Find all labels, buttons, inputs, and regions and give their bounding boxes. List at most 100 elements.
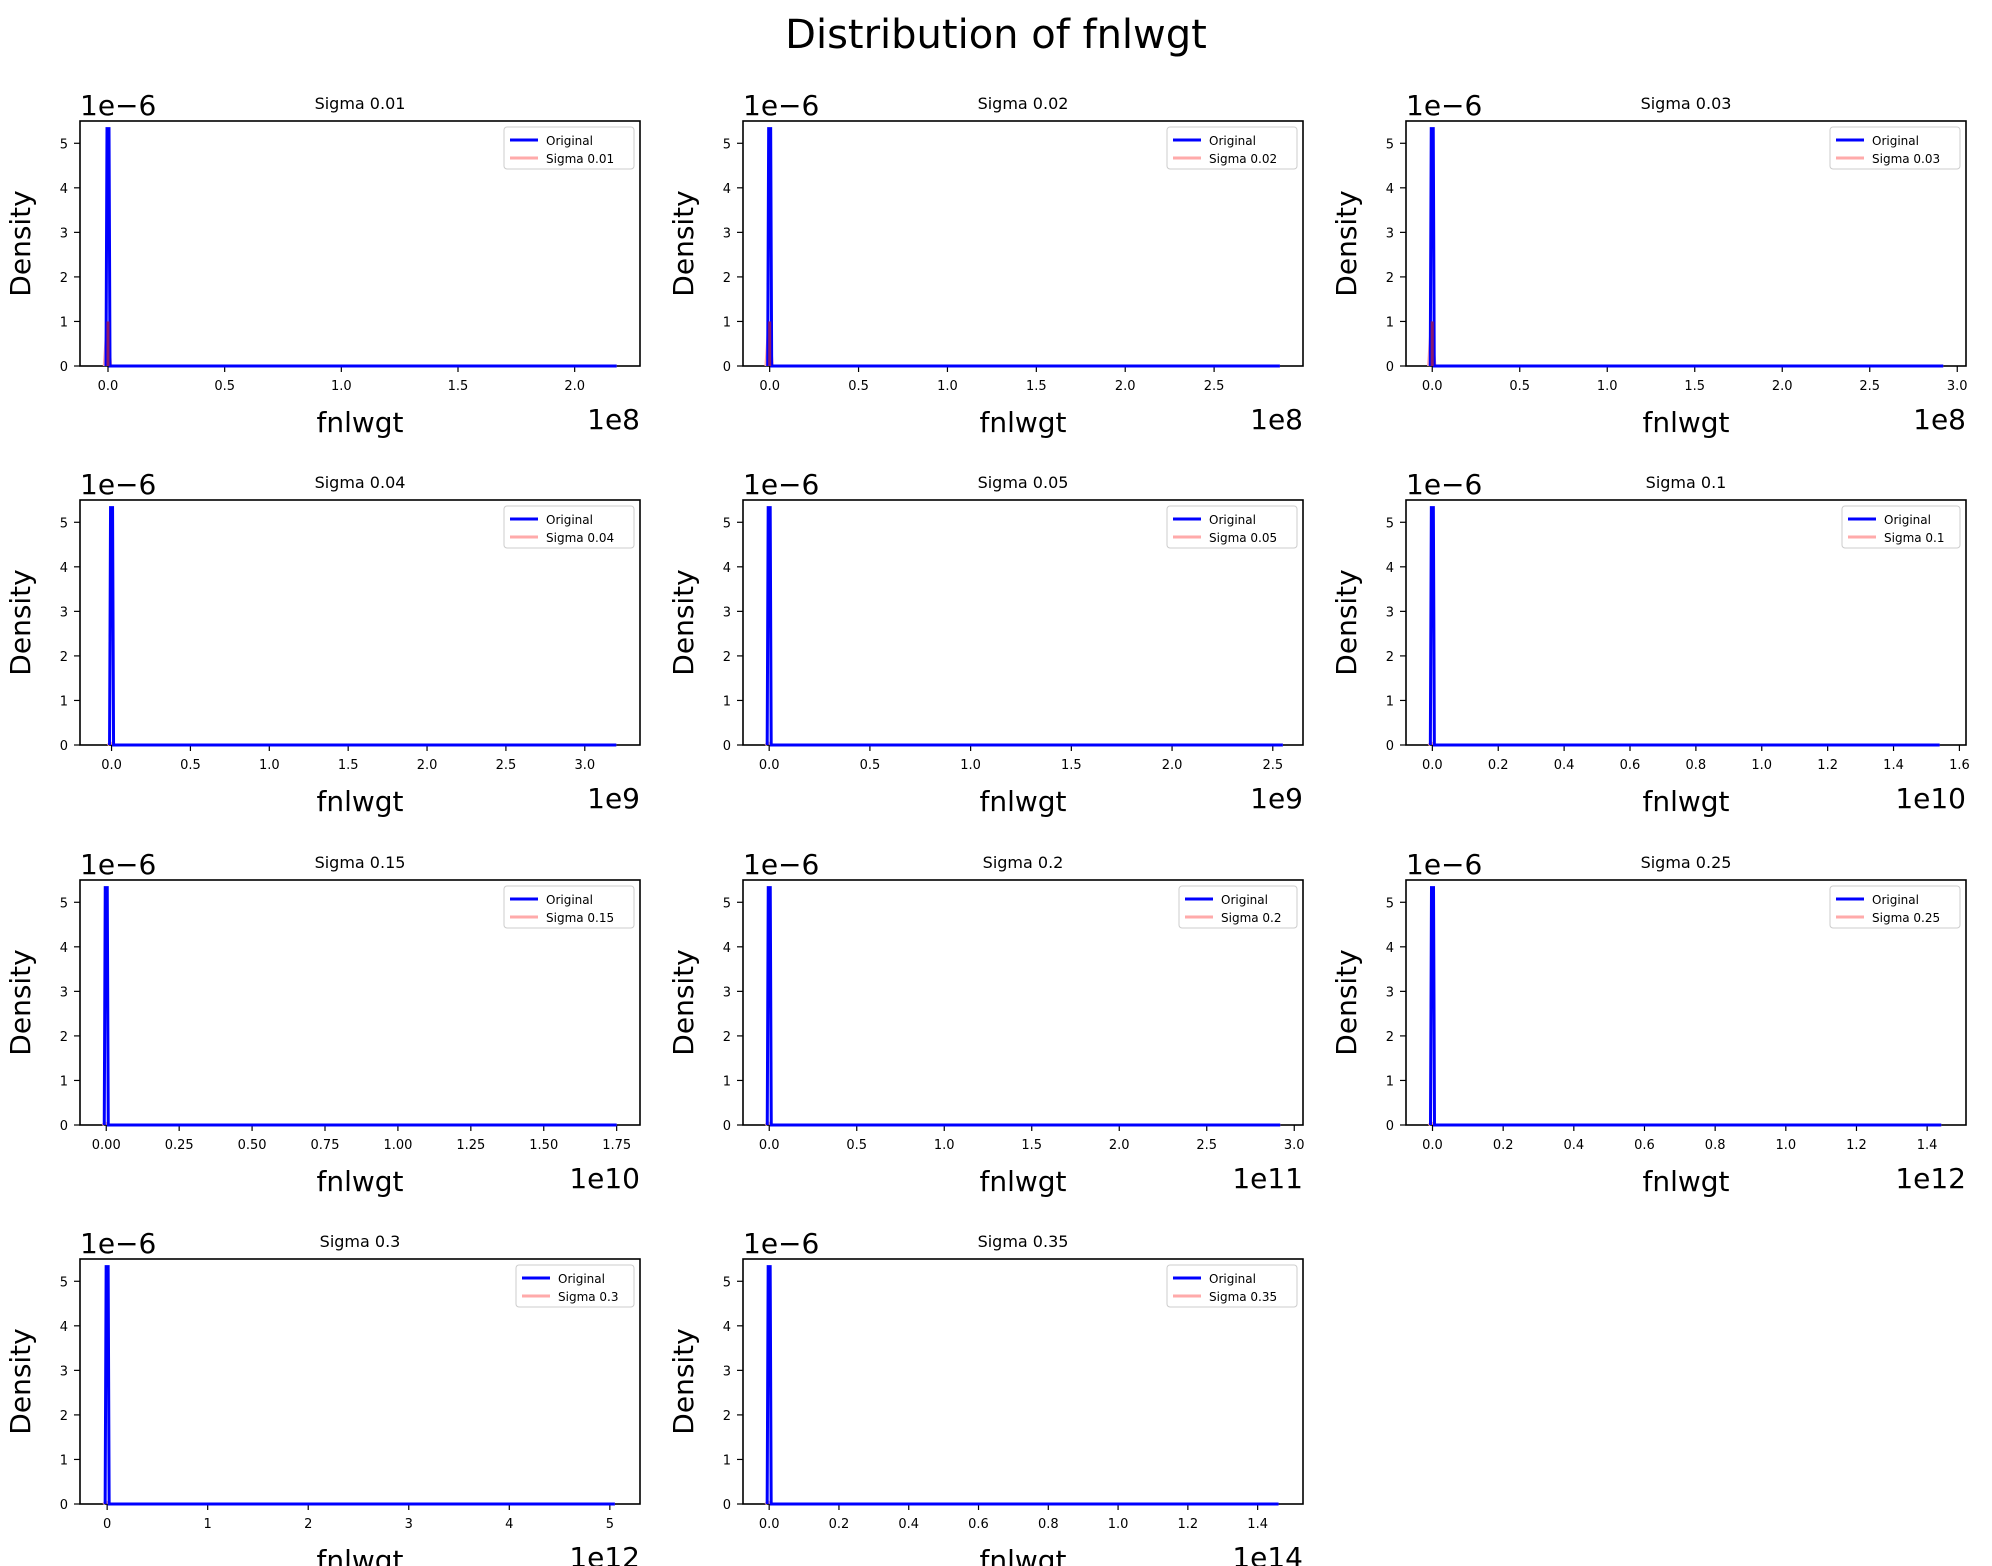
x-tick-label: 1.50 <box>529 1138 558 1153</box>
y-offset-label: 1e−6 <box>743 468 819 501</box>
y-axis-label: Density <box>667 190 700 296</box>
y-tick-label: 5 <box>723 516 731 531</box>
subplot-11: 0 1 2 3 4 5 0.0 0.2 0.4 0.6 0.8 1.0 1.2 1.4 Sigma 0.35… <box>667 1227 1304 1566</box>
series-line-original <box>765 886 1281 1127</box>
y-tick-label: 4 <box>723 941 731 956</box>
x-offset-label: 1e9 <box>587 782 640 815</box>
figure-title: Distribution of fnlwgt <box>785 12 1207 58</box>
y-tick-label: 0 <box>723 1498 731 1513</box>
x-tick-label: 0.25 <box>165 1138 194 1153</box>
y-tick-label: 3 <box>723 226 731 241</box>
x-tick-label: 1.5 <box>1684 379 1705 394</box>
legend-label-sigma: Sigma 0.01 <box>546 152 614 166</box>
x-offset-label: 1e8 <box>1250 403 1303 436</box>
x-tick-label: 0.0 <box>1422 758 1443 773</box>
subplot-1: 0 1 2 3 4 5 0.0 0.5 1.0 1.5 2.0 Sigma 0.01 1e−6 1e8 fn… <box>4 89 641 439</box>
y-tick-label: 1 <box>60 694 68 709</box>
y-tick-label: 1 <box>723 1074 731 1089</box>
y-tick-label: 0 <box>60 1119 68 1134</box>
x-tick-label: 1.4 <box>1247 1517 1268 1532</box>
y-tick-label: 2 <box>60 271 68 286</box>
x-tick-label: 0.0 <box>759 1517 780 1532</box>
y-tick-label: 2 <box>1386 271 1394 286</box>
y-tick-label: 2 <box>723 650 731 665</box>
y-tick-label: 3 <box>723 985 731 1000</box>
subplot-5: 0 1 2 3 4 5 0.0 0.5 1.0 1.5 2.0 2.5 Sigma 0.05 1e−6 1e… <box>667 468 1304 818</box>
x-tick-label: 1.25 <box>456 1138 485 1153</box>
y-tick-label: 5 <box>723 137 731 152</box>
subplot-2: 0 1 2 3 4 5 0.0 0.5 1.0 1.5 2.0 2.5 Sigma 0.02 1e−6 1e… <box>667 89 1304 439</box>
x-tick-label: 2.0 <box>564 379 585 394</box>
series-line-original <box>1428 127 1944 368</box>
y-tick-label: 0 <box>1386 1119 1394 1134</box>
x-tick-label: 2 <box>304 1517 312 1532</box>
x-axis-label: fnlwgt <box>1642 406 1729 439</box>
x-tick-label: 1.2 <box>1178 1517 1199 1532</box>
x-tick-label: 1.2 <box>1817 758 1838 773</box>
series-line-original <box>103 1265 615 1506</box>
x-tick-label: 1.0 <box>331 379 352 394</box>
legend-label-sigma: Sigma 0.04 <box>546 531 614 545</box>
x-tick-label: 0.5 <box>1509 379 1530 394</box>
y-tick-label: 1 <box>1386 315 1394 330</box>
subplot-title: Sigma 0.2 <box>983 853 1064 872</box>
y-tick-label: 0 <box>60 1498 68 1513</box>
subplot-title: Sigma 0.03 <box>1641 94 1732 113</box>
y-tick-label: 3 <box>1386 605 1394 620</box>
y-tick-label: 4 <box>1386 941 1394 956</box>
y-axis-label: Density <box>1330 190 1363 296</box>
series-line-original <box>766 127 1280 368</box>
legend-label-original: Original <box>546 134 593 148</box>
x-axis-label: fnlwgt <box>1642 785 1729 818</box>
y-tick-label: 4 <box>723 1320 731 1335</box>
series-line-sigma <box>102 321 617 368</box>
legend-label-sigma: Sigma 0.1 <box>1884 531 1945 545</box>
x-axis-label: fnlwgt <box>1642 1165 1729 1198</box>
y-axis-label: Density <box>4 190 37 296</box>
x-tick-label: 1.0 <box>1751 758 1772 773</box>
legend-label-original: Original <box>558 1272 605 1286</box>
y-offset-label: 1e−6 <box>80 89 156 122</box>
y-tick-label: 1 <box>1386 694 1394 709</box>
legend-label-sigma: Sigma 0.25 <box>1872 911 1940 925</box>
legend-label-original: Original <box>1209 513 1256 527</box>
x-tick-label: 0.8 <box>1705 1138 1726 1153</box>
x-offset-label: 1e11 <box>1232 1162 1303 1195</box>
subplot-title: Sigma 0.35 <box>978 1232 1069 1251</box>
y-tick-label: 5 <box>1386 137 1394 152</box>
y-tick-label: 1 <box>723 315 731 330</box>
x-axis-label: fnlwgt <box>316 1165 403 1198</box>
x-tick-label: 0.0 <box>1422 379 1443 394</box>
x-tick-label: 2.0 <box>1772 379 1793 394</box>
y-axis-label: Density <box>667 569 700 675</box>
legend-label-original: Original <box>1884 513 1931 527</box>
y-offset-label: 1e−6 <box>1406 468 1482 501</box>
x-offset-label: 1e14 <box>1232 1541 1303 1566</box>
x-tick-label: 1.75 <box>602 1138 631 1153</box>
legend-label-sigma: Sigma 0.05 <box>1209 531 1277 545</box>
x-tick-label: 1.0 <box>1597 379 1618 394</box>
y-tick-label: 1 <box>1386 1074 1394 1089</box>
y-tick-label: 3 <box>60 1364 68 1379</box>
y-tick-label: 4 <box>60 1320 68 1335</box>
y-tick-label: 4 <box>60 561 68 576</box>
subplot-title: Sigma 0.01 <box>315 94 406 113</box>
y-tick-label: 5 <box>1386 516 1394 531</box>
x-tick-label: 0.6 <box>968 1517 989 1532</box>
x-tick-label: 2.0 <box>1162 758 1183 773</box>
series-line-original <box>765 506 1283 747</box>
y-offset-label: 1e−6 <box>743 848 819 881</box>
x-axis-label: fnlwgt <box>316 785 403 818</box>
x-tick-label: 0.4 <box>1563 1138 1584 1153</box>
x-tick-label: 2.0 <box>1115 379 1136 394</box>
subplot-title: Sigma 0.15 <box>315 853 406 872</box>
y-tick-label: 3 <box>60 985 68 1000</box>
y-tick-label: 2 <box>723 271 731 286</box>
x-tick-label: 1.5 <box>338 758 359 773</box>
subplot-9: 0 1 2 3 4 5 0.0 0.2 0.4 0.6 0.8 1.0 1.2 1.4 Sigma 0.25… <box>1330 848 1967 1198</box>
subplot-4: 0 1 2 3 4 5 0.0 0.5 1.0 1.5 2.0 2.5 3.0 Sigma 0.04 1e−… <box>4 468 641 818</box>
series-line-sigma <box>764 321 1280 368</box>
x-tick-label: 0.5 <box>846 1138 867 1153</box>
subplot-title: Sigma 0.25 <box>1641 853 1732 872</box>
y-tick-label: 0 <box>1386 360 1394 375</box>
